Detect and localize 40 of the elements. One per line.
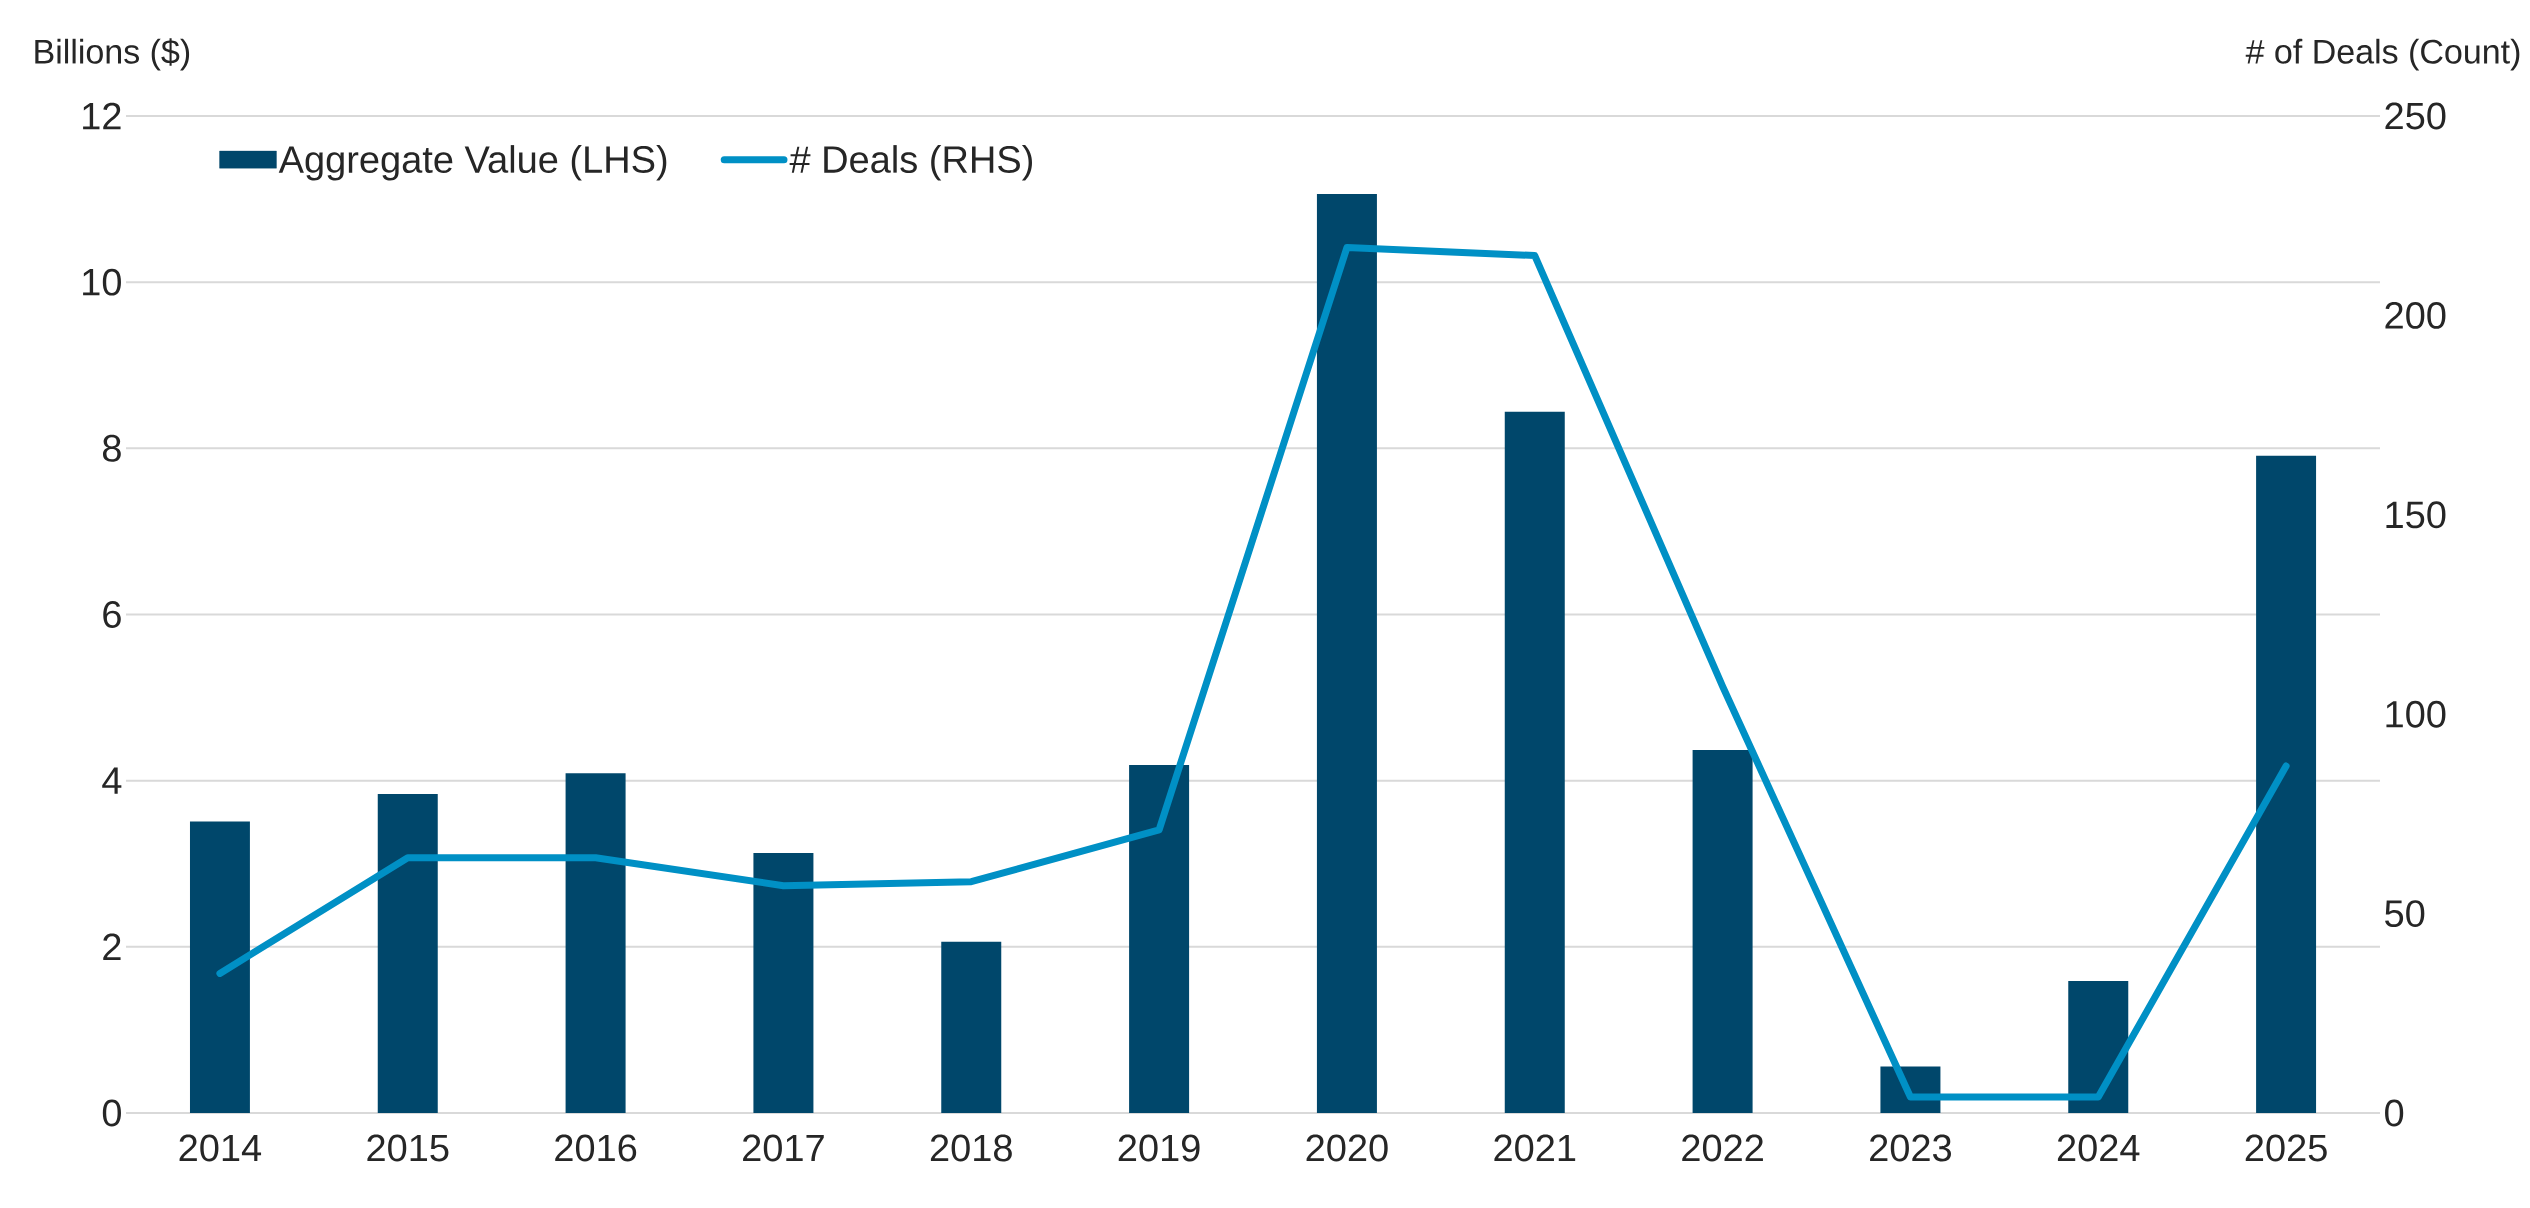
bar [2256,455,2317,1113]
bar [2068,980,2129,1113]
x-tick-label: 2021 [1494,1134,1576,1162]
x-tick-label: 2024 [2057,1134,2140,1162]
y-tick-label: 12 [83,102,121,130]
y2-tick-label: 100 [2386,700,2446,728]
bar [565,773,626,1113]
bar [1316,194,1377,1113]
x-tick-label: 2016 [555,1134,637,1162]
bar [1129,764,1190,1113]
bar [1504,411,1565,1113]
y-axis-title: Billions ($) [35,38,190,71]
x-tick-label: 2015 [367,1134,449,1162]
y-tick-label: 0 [102,1099,121,1127]
bar [1692,749,1753,1113]
legend-label: Aggregate Value (LHS) [278,145,667,181]
x-tick-label: 2025 [2245,1134,2327,1162]
x-tick-label: 2014 [179,1134,262,1162]
y2-tick-label: 150 [2386,501,2446,529]
y2-tick-label: 0 [2385,1099,2404,1127]
x-tick-label: 2017 [743,1134,824,1162]
y2-tick-label: 50 [2385,900,2425,928]
x-tick-label: 2019 [1118,1134,1200,1162]
y-tick-label: 2 [103,933,121,961]
bar [753,852,814,1113]
bar [189,821,250,1113]
y2-tick-label: 200 [2385,301,2446,329]
y2-tick-label: 250 [2385,102,2446,130]
y-tick-label: 10 [83,268,121,296]
y2-axis-title: # of Deals (Count) [2245,38,2520,71]
x-tick-label: 2022 [1682,1134,1763,1162]
x-tick-label: 2023 [1870,1134,1952,1162]
x-tick-label: 2018 [930,1134,1012,1162]
x-tick-label: 2020 [1306,1134,1388,1162]
y-tick-label: 8 [102,434,121,462]
y-tick-label: 4 [102,767,122,794]
legend-label: # Deals (RHS) [789,145,1032,181]
bar [377,793,438,1113]
y-tick-label: 6 [103,601,121,628]
bar [941,941,1002,1113]
